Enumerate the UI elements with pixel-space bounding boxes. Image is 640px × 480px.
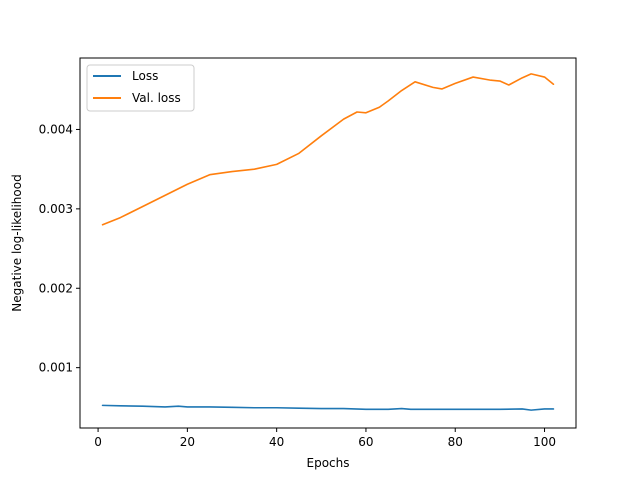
- x-tick-label: 40: [269, 435, 284, 449]
- x-axis: 0 20 40 60 80 100: [94, 428, 556, 449]
- x-axis-title: Epochs: [307, 456, 350, 470]
- x-tick-label: 0: [94, 435, 102, 449]
- legend: Loss Val. loss: [86, 64, 195, 112]
- series-layer: [101, 73, 555, 411]
- y-tick-label: 0.001: [39, 361, 73, 375]
- series-line-loss: [101, 404, 555, 411]
- x-tick-label: 100: [533, 435, 556, 449]
- x-tick-label: 20: [180, 435, 195, 449]
- x-tick-label: 60: [358, 435, 373, 449]
- y-tick-label: 0.003: [39, 202, 73, 216]
- y-axis: 0.001 0.002 0.003 0.004: [39, 122, 80, 375]
- legend-label-val-loss: Val. loss: [132, 91, 181, 105]
- x-tick-label: 80: [448, 435, 463, 449]
- plot-frame: [79, 57, 577, 429]
- y-tick-label: 0.002: [39, 281, 73, 295]
- series-line-val-loss: [101, 73, 555, 226]
- legend-label-loss: Loss: [132, 69, 158, 83]
- y-axis-title: Negative log-likelihood: [10, 174, 24, 311]
- y-tick-label: 0.004: [39, 122, 73, 136]
